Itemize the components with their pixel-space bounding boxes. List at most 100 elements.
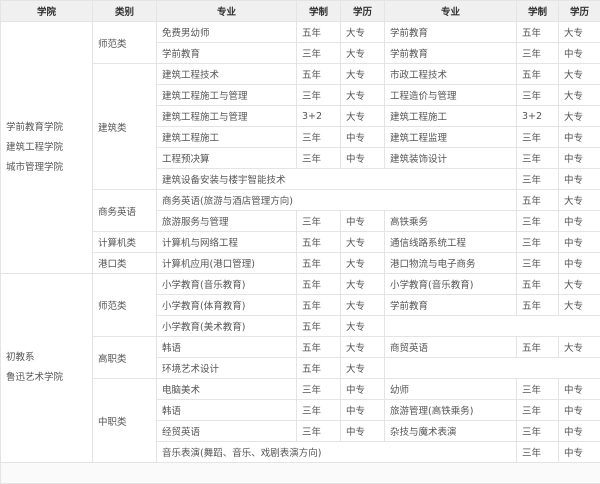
empty-cell [1, 463, 600, 484]
header-level: 学历 [341, 1, 385, 22]
level-cell-2: 中专 [559, 148, 600, 169]
level-cell-2: 中专 [559, 400, 600, 421]
level-cell-2: 中专 [559, 127, 600, 148]
category-cell: 中职类 [93, 379, 157, 463]
header-college: 学院 [1, 1, 93, 22]
duration-cell: 三年 [517, 442, 559, 463]
major-cell-2: 商贸英语 [385, 337, 517, 358]
duration-cell: 三年 [297, 211, 341, 232]
major-cell-2: 工程造价与管理 [385, 85, 517, 106]
duration-cell: 三年 [297, 148, 341, 169]
duration-cell: 五年 [297, 337, 341, 358]
header-duration-2: 学制 [517, 1, 559, 22]
level-cell: 大专 [341, 337, 385, 358]
major-cell: 小学教育(体育教育) [157, 295, 297, 316]
level-cell: 中专 [341, 379, 385, 400]
header-major: 专业 [157, 1, 297, 22]
major-cell: 建筑工程施工与管理 [157, 85, 297, 106]
major-cell: 计算机应用(港口管理) [157, 253, 297, 274]
level-cell: 大专 [341, 274, 385, 295]
level-cell-2: 中专 [559, 211, 600, 232]
header-major-2: 专业 [385, 1, 517, 22]
major-cell: 小学教育(美术教育) [157, 316, 297, 337]
major-cell: 工程预决算 [157, 148, 297, 169]
duration-cell: 三年 [297, 43, 341, 64]
duration-cell-2: 3+2 [517, 106, 559, 127]
major-cell-2: 通信线路系统工程 [385, 232, 517, 253]
major-cell-2: 小学教育(音乐教育) [385, 274, 517, 295]
college-name: 城市管理学院 [6, 158, 92, 178]
major-cell-2: 学前教育 [385, 43, 517, 64]
table-body: 学前教育学院建筑工程学院城市管理学院师范类免费男幼师五年大专学前教育五年大专学前… [1, 22, 600, 484]
major-cell: 韩语 [157, 337, 297, 358]
duration-cell: 三年 [297, 379, 341, 400]
level-cell-2: 大专 [559, 22, 600, 43]
level-cell: 中专 [341, 127, 385, 148]
duration-cell: 五年 [297, 22, 341, 43]
level-cell: 大专 [341, 253, 385, 274]
major-cell-2: 建筑工程监理 [385, 127, 517, 148]
level-cell: 大专 [341, 64, 385, 85]
duration-cell: 五年 [517, 190, 559, 211]
level-cell-2: 大专 [559, 64, 600, 85]
major-cell: 建筑工程施工 [157, 127, 297, 148]
level-cell: 大专 [341, 232, 385, 253]
level-cell-2: 大专 [559, 106, 600, 127]
major-cell-2: 高铁乘务 [385, 211, 517, 232]
major-cell-2: 港口物流与电子商务 [385, 253, 517, 274]
level-cell-2: 中专 [559, 43, 600, 64]
level-cell: 大专 [341, 85, 385, 106]
level-cell-2: 中专 [559, 421, 600, 442]
level-cell: 大专 [341, 106, 385, 127]
duration-cell-2: 三年 [517, 43, 559, 64]
header-duration: 学制 [297, 1, 341, 22]
level-cell: 中专 [559, 442, 600, 463]
duration-cell-2: 五年 [517, 337, 559, 358]
level-cell: 中专 [341, 211, 385, 232]
major-cell-2: 学前教育 [385, 22, 517, 43]
level-cell: 中专 [341, 421, 385, 442]
duration-cell-2: 五年 [517, 295, 559, 316]
header-category: 类别 [93, 1, 157, 22]
category-cell: 计算机类 [93, 232, 157, 253]
major-cell-2: 杂技与魔术表演 [385, 421, 517, 442]
level-cell: 大专 [341, 358, 385, 379]
duration-cell-2: 三年 [517, 148, 559, 169]
major-cell: 建筑工程技术 [157, 64, 297, 85]
major-cell: 商务英语(旅游与酒店管理方向) [157, 190, 517, 211]
duration-cell: 五年 [297, 232, 341, 253]
duration-cell: 五年 [297, 253, 341, 274]
category-cell: 港口类 [93, 253, 157, 274]
major-cell: 音乐表演(舞蹈、音乐、戏剧表演方向) [157, 442, 517, 463]
duration-cell: 三年 [517, 169, 559, 190]
major-cell: 韩语 [157, 400, 297, 421]
major-cell: 学前教育 [157, 43, 297, 64]
duration-cell: 三年 [297, 400, 341, 421]
duration-cell: 3+2 [297, 106, 341, 127]
category-cell: 师范类 [93, 274, 157, 337]
major-cell: 电脑美术 [157, 379, 297, 400]
header-level-2: 学历 [559, 1, 600, 22]
major-cell: 建筑设备安装与楼宇智能技术 [157, 169, 517, 190]
duration-cell: 五年 [297, 295, 341, 316]
table-row: 学前教育学院建筑工程学院城市管理学院师范类免费男幼师五年大专学前教育五年大专 [1, 22, 600, 43]
major-cell-2: 学前教育 [385, 295, 517, 316]
empty-cell [385, 316, 600, 337]
footer-row [1, 463, 600, 484]
level-cell: 大专 [341, 43, 385, 64]
level-cell: 中专 [341, 400, 385, 421]
duration-cell-2: 三年 [517, 127, 559, 148]
level-cell: 大专 [341, 295, 385, 316]
college-name: 鲁迅艺术学院 [6, 368, 92, 388]
category-cell: 高职类 [93, 337, 157, 379]
level-cell-2: 大专 [559, 337, 600, 358]
major-cell: 小学教育(音乐教育) [157, 274, 297, 295]
major-cell-2: 建筑工程施工 [385, 106, 517, 127]
duration-cell-2: 三年 [517, 211, 559, 232]
level-cell: 中专 [559, 169, 600, 190]
level-cell-2: 大专 [559, 274, 600, 295]
duration-cell: 三年 [297, 421, 341, 442]
duration-cell: 三年 [297, 85, 341, 106]
duration-cell-2: 三年 [517, 421, 559, 442]
level-cell-2: 大专 [559, 295, 600, 316]
